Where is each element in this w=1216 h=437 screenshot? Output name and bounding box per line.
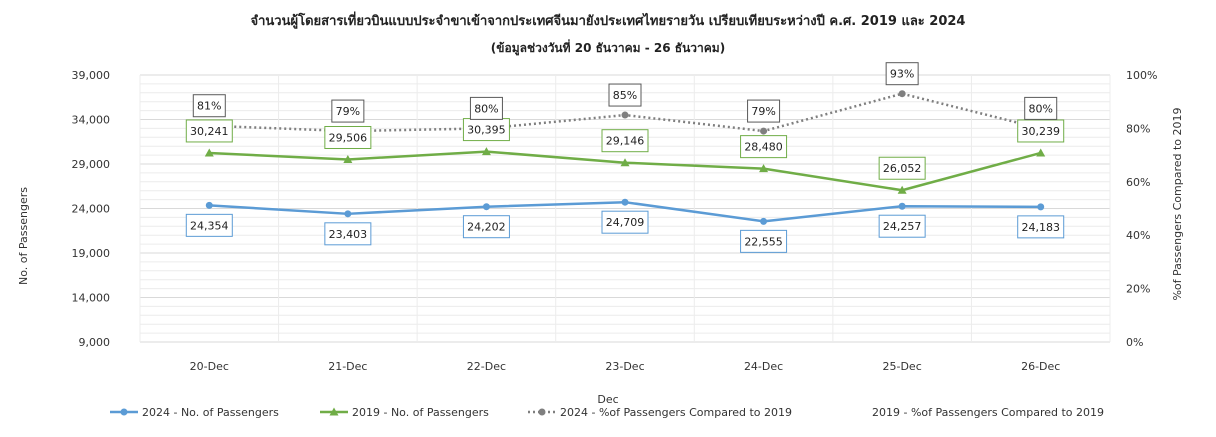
data-label: 85% <box>613 89 637 102</box>
data-label-box <box>469 96 503 120</box>
x-tick-label: 26-Dec <box>1021 360 1060 373</box>
data-point <box>621 198 629 206</box>
y2-tick-label: 60% <box>1126 176 1150 189</box>
data-label-box <box>1017 119 1065 143</box>
data-label-box <box>324 125 372 149</box>
data-point <box>898 202 906 210</box>
x-tick-label: 20-Dec <box>190 360 229 373</box>
axes: 9,000 14,000 19,000 24,000 29,000 34,000 39,00… <box>72 69 1158 373</box>
data-label: 30,395 <box>467 124 506 137</box>
data-point <box>898 90 906 98</box>
data-label: 29,146 <box>606 135 645 148</box>
x-tick-label: 24-Dec <box>744 360 783 373</box>
data-label: 24,257 <box>883 220 922 233</box>
data-label: 93% <box>890 68 914 81</box>
data-label: 79% <box>751 105 775 118</box>
data-point <box>897 185 907 194</box>
x-axis-title: Dec <box>597 393 618 406</box>
data-label-box <box>1024 96 1058 120</box>
data-point <box>343 154 353 163</box>
legend-label: 2024 - %of Passengers Compared to 2019 <box>560 406 792 419</box>
y2-tick-label: 0% <box>1126 336 1143 349</box>
y-tick-label: 34,000 <box>72 114 111 127</box>
data-point <box>1036 148 1046 157</box>
data-label-box <box>747 99 781 123</box>
y-tick-label: 9,000 <box>79 336 111 349</box>
data-label: 81% <box>197 100 221 113</box>
legend-label: 2024 - No. of Passengers <box>142 406 279 419</box>
data-point <box>204 148 214 157</box>
data-label-box <box>185 119 233 143</box>
data-label-box <box>192 94 226 118</box>
y-tick-label: 14,000 <box>72 292 111 305</box>
data-label: 79% <box>336 105 360 118</box>
data-label: 30,239 <box>1021 125 1060 138</box>
legend-label: 2019 - No. of Passengers <box>352 406 489 419</box>
data-label-box <box>601 129 649 153</box>
series-layer <box>204 90 1046 225</box>
data-label-box <box>1017 215 1065 239</box>
y-axis-title: No. of Passengers <box>17 187 30 285</box>
data-label-box <box>331 99 365 123</box>
data-label-box <box>885 62 919 86</box>
data-label: 30,241 <box>190 125 229 138</box>
data-point <box>344 210 352 218</box>
legend-marker <box>329 407 339 416</box>
chart-subtitle: (ข้อมูลช่วงวันที่ 20 ธันวาคม - 26 ธันวาค… <box>491 39 725 56</box>
data-label: 28,480 <box>744 141 783 154</box>
y2-tick-label: 80% <box>1126 122 1150 135</box>
y-tick-label: 24,000 <box>72 203 111 216</box>
data-label-box <box>878 214 926 238</box>
chart-title: จำนวนผู้โดยสารเที่ยวบินแบบประจำขาเข้าจาก… <box>251 11 966 29</box>
data-point <box>482 203 490 211</box>
legend-marker <box>538 408 546 416</box>
data-point <box>620 158 630 167</box>
y2-tick-label: 20% <box>1126 283 1150 296</box>
data-label-box <box>601 210 649 234</box>
data-label: 24,183 <box>1021 221 1060 234</box>
data-point <box>205 201 213 209</box>
data-label-box <box>608 83 642 107</box>
y2-tick-label: 100% <box>1126 69 1157 82</box>
data-label: 26,052 <box>883 162 922 175</box>
data-labels: 24,354 23,403 24,202 24,709 22,555 24,257 24,1… <box>185 62 1065 253</box>
y-tick-label: 19,000 <box>72 247 111 260</box>
x-tick-label: 25-Dec <box>883 360 922 373</box>
data-label: 24,354 <box>190 219 229 232</box>
data-label: 24,709 <box>606 216 645 229</box>
y-tick-label: 39,000 <box>72 69 111 82</box>
data-label-box <box>740 135 788 159</box>
legend: 2024 - No. of Passengers 2019 - No. of Pa… <box>110 406 1104 419</box>
data-label: 80% <box>474 102 498 115</box>
legend-marker <box>120 408 128 416</box>
data-label-box <box>324 222 372 246</box>
data-label: 29,506 <box>329 131 368 144</box>
y-tick-label: 29,000 <box>72 158 111 171</box>
data-point <box>481 147 491 156</box>
data-point <box>621 111 629 119</box>
data-label-box <box>185 213 233 237</box>
data-label: 24,202 <box>467 221 506 234</box>
y2-axis-title: %of Passengers Compared to 2019 <box>1171 107 1184 300</box>
data-point <box>760 127 768 135</box>
data-label: 80% <box>1028 102 1052 115</box>
data-label-box <box>740 229 788 253</box>
data-label: 22,555 <box>744 235 783 248</box>
data-label: 23,403 <box>329 228 368 241</box>
legend-label: 2019 - %of Passengers Compared to 2019 <box>872 406 1104 419</box>
x-tick-label: 23-Dec <box>605 360 644 373</box>
x-tick-label: 22-Dec <box>467 360 506 373</box>
data-label-box <box>462 215 510 239</box>
data-point <box>760 217 768 225</box>
data-label-box <box>878 156 926 180</box>
x-tick-label: 21-Dec <box>328 360 367 373</box>
y2-tick-label: 40% <box>1126 229 1150 242</box>
data-point <box>1037 203 1045 211</box>
data-point <box>759 164 769 173</box>
